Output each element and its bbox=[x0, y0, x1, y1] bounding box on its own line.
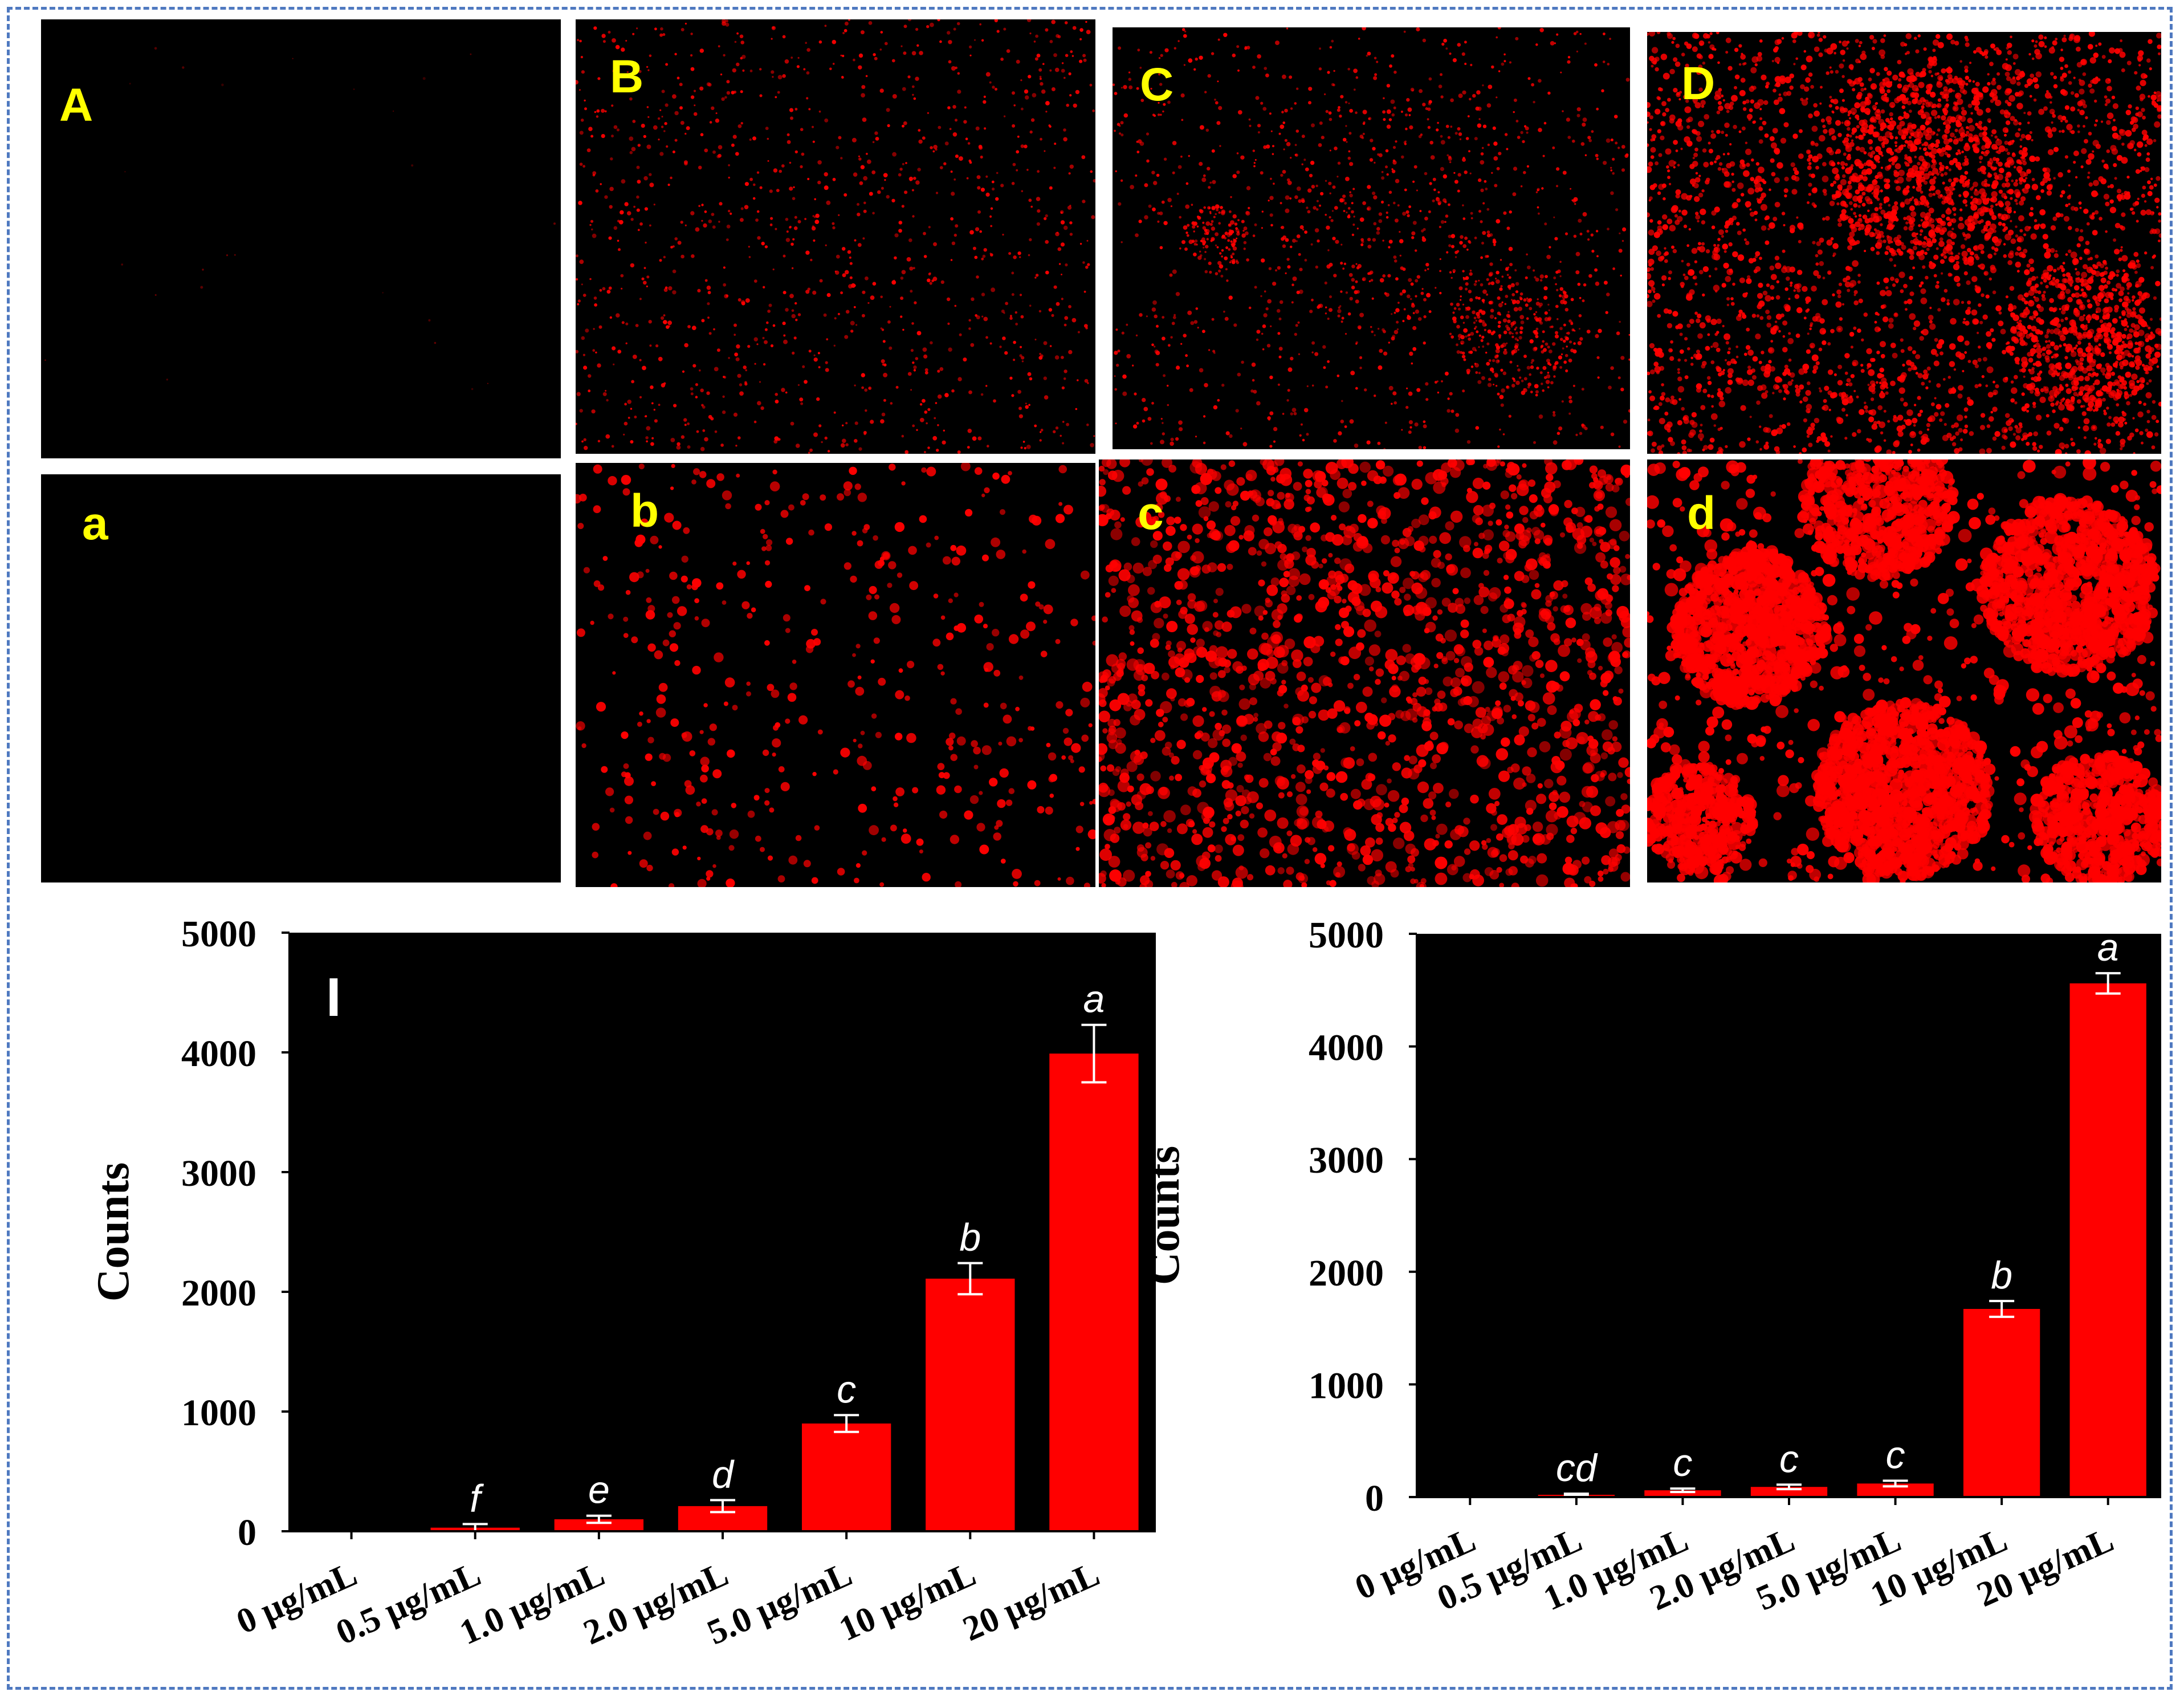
y-tick-label: 1000 bbox=[181, 1392, 256, 1434]
x-tick-label: 10 μg/mL bbox=[833, 1555, 981, 1649]
significance-letter: d bbox=[712, 1453, 735, 1496]
bar bbox=[1963, 1309, 2040, 1497]
micrograph-c-lower: c bbox=[1099, 459, 1630, 887]
bar bbox=[554, 1519, 644, 1531]
significance-letter: b bbox=[959, 1216, 981, 1259]
fluorescence-image bbox=[1113, 27, 1630, 449]
y-tick-label: 0 bbox=[238, 1512, 256, 1553]
figure-frame bbox=[7, 7, 2173, 1690]
y-tick-label: 0 bbox=[1365, 1478, 1384, 1519]
y-tick-label: 5000 bbox=[1309, 914, 1384, 956]
y-tick-label: 3000 bbox=[181, 1153, 256, 1194]
bar bbox=[926, 1278, 1015, 1531]
bar bbox=[801, 1424, 891, 1531]
micrograph-a-upper: A bbox=[41, 19, 561, 458]
bar bbox=[1644, 1490, 1721, 1497]
y-tick-label: 1000 bbox=[1309, 1365, 1384, 1406]
y-axis-label: Counts bbox=[88, 1162, 138, 1302]
significance-letter: c bbox=[1886, 1433, 1905, 1477]
fluorescence-image bbox=[1647, 459, 2161, 882]
panel-label: B bbox=[610, 51, 644, 103]
y-axis-label: Counts bbox=[1139, 1146, 1189, 1286]
panel-label: A bbox=[59, 79, 93, 131]
significance-letter: e bbox=[588, 1469, 610, 1512]
fluorescence-image bbox=[1099, 459, 1630, 887]
panel-label: c bbox=[1138, 487, 1164, 539]
fluorescence-image bbox=[576, 19, 1095, 454]
panel-label: D bbox=[1681, 58, 1716, 109]
y-tick-label: 4000 bbox=[1309, 1027, 1384, 1069]
plot-area bbox=[1417, 934, 2161, 1497]
y-tick-label: 2000 bbox=[1309, 1252, 1384, 1294]
fluorescence-image bbox=[576, 463, 1095, 887]
fluorescence-image bbox=[1647, 32, 2161, 454]
bar bbox=[1049, 1054, 1139, 1531]
y-tick-label: 4000 bbox=[181, 1033, 256, 1075]
significance-letter: c bbox=[837, 1368, 856, 1411]
panel-label: d bbox=[1687, 487, 1716, 539]
micrograph-d-lower: d bbox=[1647, 459, 2161, 882]
micrograph-b-lower: b bbox=[576, 463, 1095, 887]
panel-label: b bbox=[630, 485, 659, 537]
micrograph-d-upper: D bbox=[1647, 32, 2161, 454]
x-tick-label: 20 μg/mL bbox=[957, 1555, 1106, 1649]
panel-label: C bbox=[1140, 59, 1174, 111]
significance-letter: a bbox=[1083, 978, 1105, 1021]
micrograph-a-lower: a bbox=[41, 474, 561, 882]
significance-letter: c bbox=[1673, 1441, 1692, 1485]
y-tick-label: 5000 bbox=[181, 913, 256, 955]
x-tick-label: 5.0 μg/mL bbox=[702, 1555, 858, 1653]
significance-letter: c bbox=[1779, 1437, 1799, 1481]
panel-label: a bbox=[82, 498, 108, 550]
chart-panel-label: II bbox=[1364, 961, 1394, 1022]
micrograph-b-upper: B bbox=[576, 19, 1095, 454]
chart-panel-label: I bbox=[326, 967, 341, 1028]
fluorescence-image bbox=[44, 47, 556, 391]
significance-letter: cd bbox=[1556, 1446, 1598, 1490]
bar bbox=[1857, 1483, 1934, 1497]
bar bbox=[2069, 983, 2146, 1497]
significance-letter: b bbox=[1991, 1254, 2012, 1297]
y-tick-label: 3000 bbox=[1309, 1140, 1384, 1181]
plot-area bbox=[290, 933, 1156, 1531]
micrograph-c-upper: C bbox=[1113, 27, 1630, 449]
significance-letter: a bbox=[2097, 926, 2119, 969]
bar bbox=[1750, 1487, 1828, 1497]
y-tick-label: 2000 bbox=[181, 1272, 256, 1314]
